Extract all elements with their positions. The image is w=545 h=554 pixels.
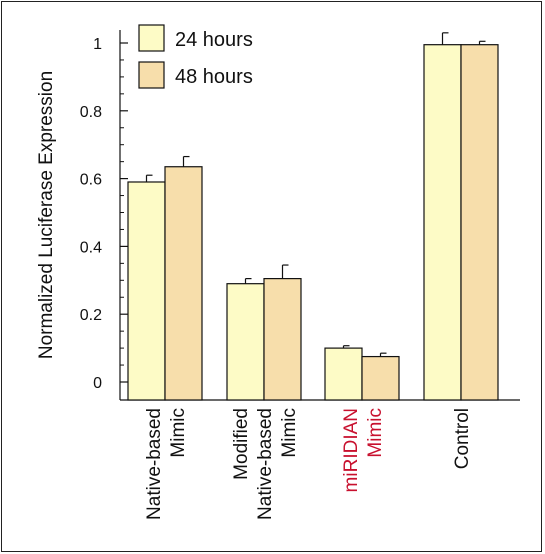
bar (226, 283, 265, 401)
y-axis-label: Normalized Luciferase Expression (36, 71, 57, 359)
x-tick-label: Native-based (255, 408, 276, 520)
x-tick-labels: Native-based Mimic Modified Native-based Mim… (144, 408, 473, 520)
legend-label: 48 hours (175, 66, 253, 88)
x-tick-label: Mimic (279, 408, 300, 458)
x-tick-label: Mimic (168, 408, 189, 458)
bar (263, 278, 302, 401)
chart-bars (127, 32, 499, 401)
bar (324, 347, 363, 401)
y-tick-label: 0 (93, 375, 102, 392)
bar (361, 355, 400, 401)
y-tick-label: 0.2 (80, 307, 102, 324)
bar (164, 166, 203, 401)
y-tick-label: 0.4 (80, 239, 102, 256)
x-tick-label: Modified (231, 408, 252, 480)
y-tick-label: 0.8 (80, 104, 102, 121)
legend-swatch (138, 61, 165, 89)
legend-label: 24 hours (175, 29, 253, 51)
bar (127, 181, 166, 401)
x-tick-label: Mimic (365, 408, 386, 458)
bar (460, 44, 499, 401)
x-tick-label: Native-based (144, 408, 165, 520)
bar (423, 44, 462, 401)
y-tick-label: 0.6 (80, 172, 102, 189)
y-tick-label: 1 (93, 36, 102, 53)
x-tick-label: Control (452, 408, 473, 469)
legend: 24 hours 48 hours (138, 24, 253, 89)
legend-swatch (138, 24, 165, 52)
x-tick-label: miRIDIAN (341, 408, 362, 492)
